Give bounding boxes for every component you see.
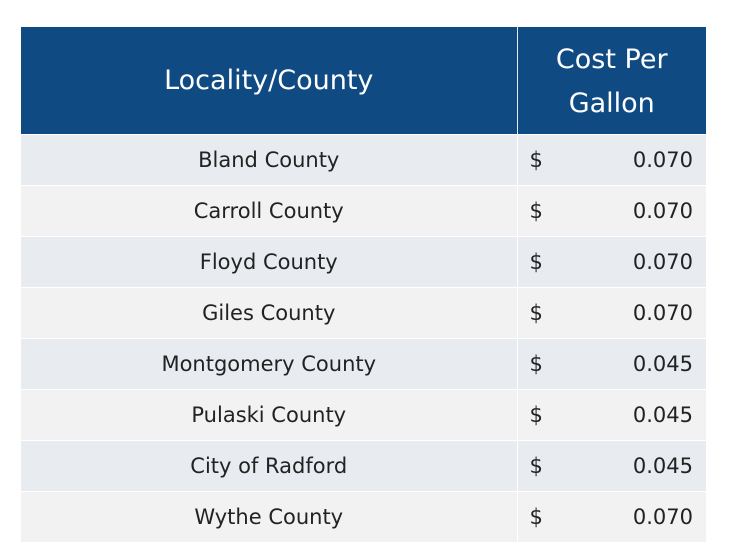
locality-cell: Giles County	[21, 287, 518, 339]
cost-value: 0.045	[632, 454, 693, 478]
table-row: Carroll County $0.070	[21, 185, 706, 237]
currency-symbol: $	[529, 199, 543, 223]
cost-cell: $0.045	[517, 389, 706, 441]
table-row: Montgomery County $0.045	[21, 338, 706, 390]
table-row: City of Radford $0.045	[21, 440, 706, 492]
cost-table-container: Locality/County Cost Per Gallon Bland Co…	[21, 27, 706, 542]
table-row: Giles County $0.070	[21, 287, 706, 339]
cost-value: 0.070	[632, 148, 693, 172]
locality-cell: Carroll County	[21, 185, 518, 237]
table-row: Wythe County $0.070	[21, 491, 706, 542]
locality-cell: Montgomery County	[21, 338, 518, 390]
currency-symbol: $	[529, 454, 543, 478]
cost-cell: $0.070	[517, 185, 706, 237]
cost-per-gallon-table: Locality/County Cost Per Gallon Bland Co…	[21, 27, 706, 542]
currency-symbol: $	[529, 148, 543, 172]
cost-cell: $0.070	[517, 236, 706, 288]
cost-cell: $0.070	[517, 491, 706, 542]
cost-value: 0.070	[632, 199, 693, 223]
cost-value: 0.070	[632, 505, 693, 529]
cost-value: 0.070	[632, 301, 693, 325]
cost-cell: $0.045	[517, 338, 706, 390]
table-body: Bland County $0.070 Carroll County $0.070 Fl…	[21, 134, 706, 542]
cost-value: 0.070	[632, 250, 693, 274]
currency-symbol: $	[529, 352, 543, 376]
locality-cell: Floyd County	[21, 236, 518, 288]
cost-cell: $0.070	[517, 287, 706, 339]
locality-cell: Pulaski County	[21, 389, 518, 441]
currency-symbol: $	[529, 250, 543, 274]
cost-value: 0.045	[632, 352, 693, 376]
currency-symbol: $	[529, 301, 543, 325]
cost-value: 0.045	[632, 403, 693, 427]
locality-cell: Wythe County	[21, 491, 518, 542]
header-cost-line2: Gallon	[568, 87, 655, 119]
header-cost-per-gallon: Cost Per Gallon	[517, 27, 706, 135]
table-row: Bland County $0.070	[21, 134, 706, 186]
table-row: Floyd County $0.070	[21, 236, 706, 288]
table-header-row: Locality/County Cost Per Gallon	[21, 27, 706, 135]
table-row: Pulaski County $0.045	[21, 389, 706, 441]
locality-cell: City of Radford	[21, 440, 518, 492]
cost-cell: $0.045	[517, 440, 706, 492]
cost-cell: $0.070	[517, 134, 706, 186]
locality-cell: Bland County	[21, 134, 518, 186]
header-locality: Locality/County	[21, 27, 518, 135]
header-cost-line1: Cost Per	[555, 43, 668, 75]
currency-symbol: $	[529, 403, 543, 427]
currency-symbol: $	[529, 505, 543, 529]
